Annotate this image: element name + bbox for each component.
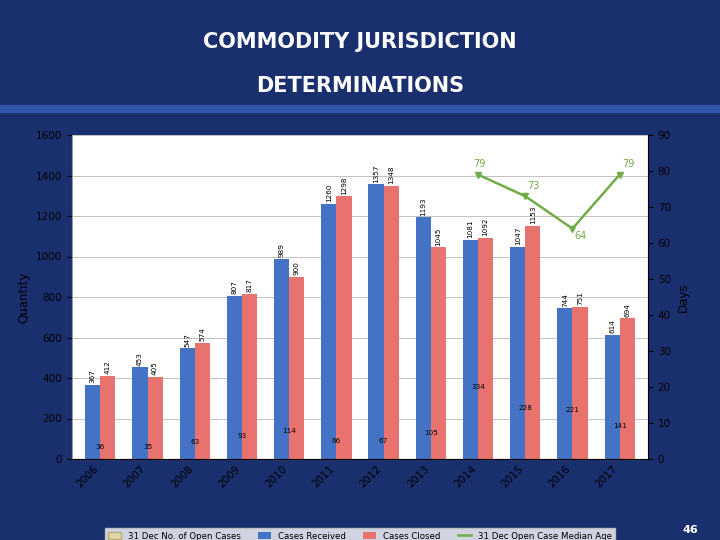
Bar: [96, 451, 105, 459]
Bar: [474, 392, 482, 459]
Text: 1357: 1357: [373, 164, 379, 183]
Text: 453: 453: [137, 352, 143, 366]
Bar: [242, 294, 257, 459]
Bar: [510, 247, 526, 459]
Bar: [572, 307, 588, 459]
Text: 1260: 1260: [326, 184, 332, 202]
Text: 66: 66: [332, 438, 341, 444]
Bar: [332, 446, 341, 459]
Y-axis label: Quantity: Quantity: [17, 271, 30, 323]
Bar: [431, 247, 446, 459]
Bar: [521, 413, 530, 459]
Bar: [568, 414, 577, 459]
Text: 405: 405: [152, 361, 158, 375]
Bar: [289, 276, 305, 459]
Text: 751: 751: [577, 292, 583, 305]
Text: COMMODITY JURISDICTION: COMMODITY JURISDICTION: [203, 31, 517, 52]
Text: 1045: 1045: [436, 227, 441, 246]
Text: 989: 989: [279, 243, 284, 257]
Text: 79: 79: [622, 159, 634, 169]
Legend: 31 Dec No. of Open Cases, Cases Received, Cases Closed, 31 Dec Open Case Median : 31 Dec No. of Open Cases, Cases Received…: [105, 528, 615, 540]
Bar: [384, 186, 399, 459]
Text: 93: 93: [238, 433, 246, 438]
Bar: [274, 259, 289, 459]
Text: 228: 228: [518, 405, 532, 411]
Text: 141: 141: [613, 423, 626, 429]
Bar: [227, 295, 242, 459]
Bar: [463, 240, 478, 459]
Bar: [85, 384, 100, 459]
Text: 547: 547: [184, 333, 190, 347]
Text: 614: 614: [609, 319, 615, 333]
Text: 1348: 1348: [388, 166, 394, 184]
Bar: [238, 440, 246, 459]
Text: DETERMINATIONS: DETERMINATIONS: [256, 76, 464, 96]
Text: 73: 73: [528, 181, 540, 191]
Bar: [369, 184, 384, 459]
Text: 744: 744: [562, 293, 568, 307]
Text: 694: 694: [624, 303, 630, 317]
Y-axis label: Days: Days: [676, 282, 690, 312]
Bar: [615, 430, 624, 459]
Text: 64: 64: [575, 231, 587, 241]
Bar: [426, 438, 436, 459]
Bar: [148, 377, 163, 459]
Bar: [132, 367, 148, 459]
Text: 46: 46: [683, 524, 698, 535]
Bar: [180, 348, 194, 459]
Text: 1047: 1047: [515, 227, 521, 245]
Text: 1092: 1092: [482, 218, 489, 237]
Bar: [605, 335, 620, 459]
Text: 574: 574: [199, 327, 205, 341]
Text: 105: 105: [424, 430, 438, 436]
Text: 1193: 1193: [420, 197, 426, 216]
Text: 900: 900: [294, 261, 300, 275]
Text: 221: 221: [565, 407, 580, 413]
Text: 1298: 1298: [341, 176, 347, 194]
Text: 114: 114: [282, 428, 296, 434]
Text: 63: 63: [190, 438, 199, 444]
Text: 1081: 1081: [467, 220, 474, 239]
Text: 1153: 1153: [530, 205, 536, 224]
Bar: [284, 436, 294, 459]
Text: 807: 807: [231, 280, 238, 294]
Text: 334: 334: [471, 384, 485, 390]
Text: 67: 67: [379, 438, 388, 444]
Bar: [336, 196, 351, 459]
Bar: [478, 238, 493, 459]
Bar: [190, 446, 199, 459]
Bar: [415, 218, 431, 459]
Bar: [620, 319, 635, 459]
Text: 36: 36: [96, 444, 105, 450]
Bar: [557, 308, 572, 459]
Text: 367: 367: [90, 369, 96, 383]
Text: 817: 817: [246, 278, 253, 292]
Bar: [321, 204, 336, 459]
Bar: [194, 343, 210, 459]
Text: 412: 412: [105, 360, 111, 374]
Text: 79: 79: [473, 159, 486, 169]
Text: 35: 35: [143, 444, 152, 450]
Bar: [143, 452, 152, 459]
Bar: [526, 226, 540, 459]
Bar: [379, 446, 388, 459]
Bar: [100, 376, 115, 459]
